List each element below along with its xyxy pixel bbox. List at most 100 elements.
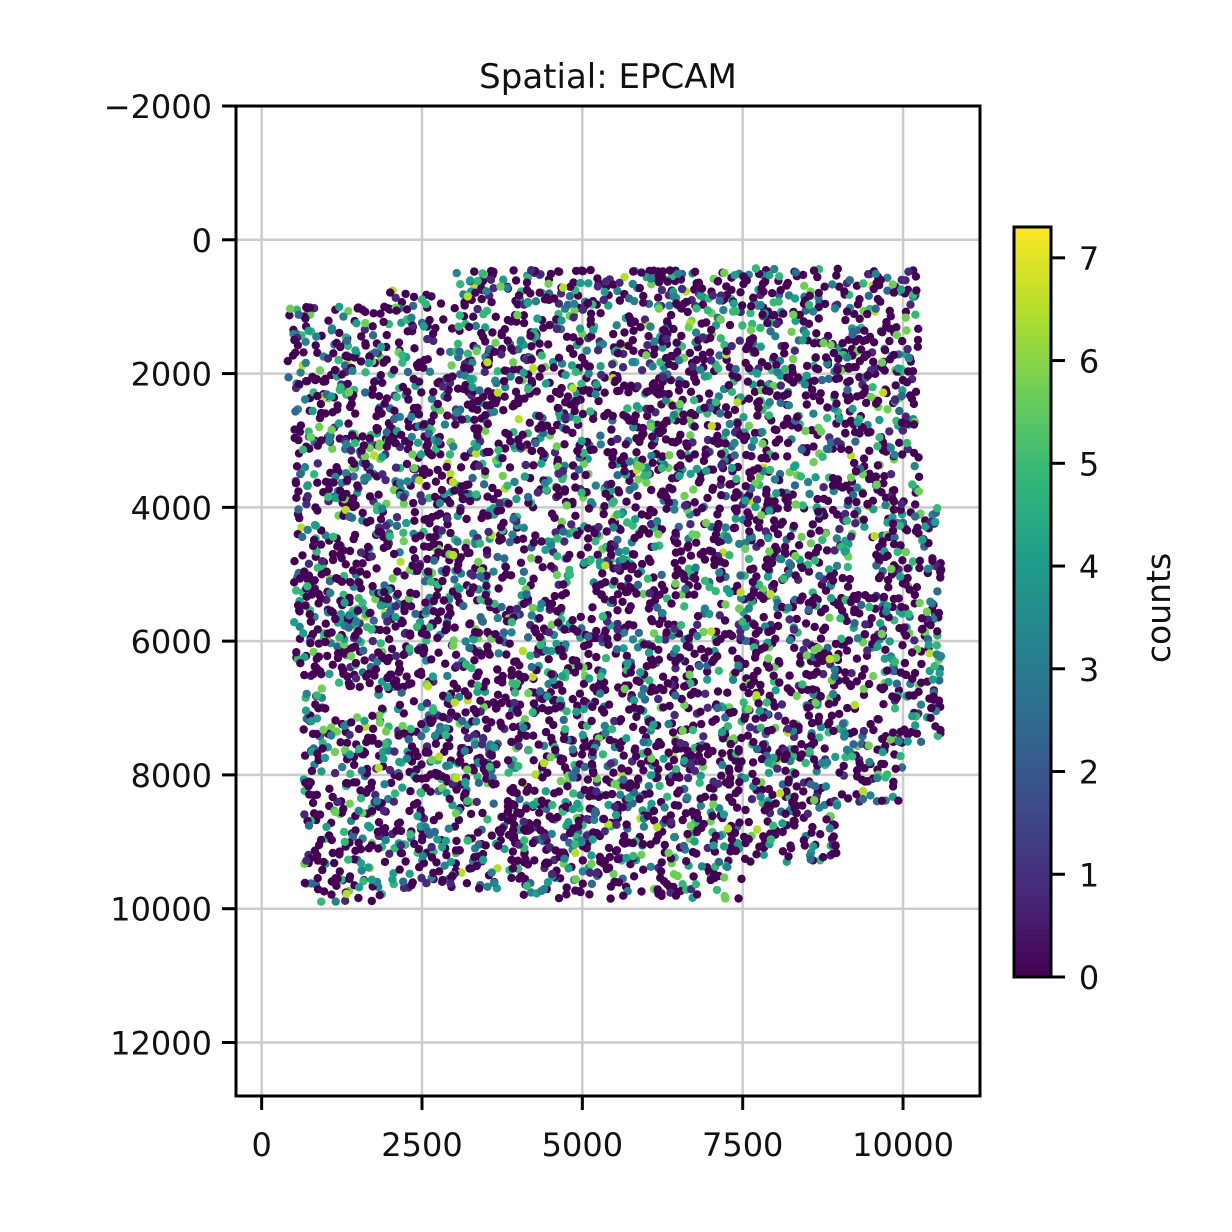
scatter-point xyxy=(644,782,653,791)
scatter-point xyxy=(413,811,422,821)
scatter-point xyxy=(393,567,402,576)
scatter-point xyxy=(613,590,623,599)
scatter-point xyxy=(649,629,659,638)
scatter-point xyxy=(336,383,345,392)
scatter-point xyxy=(416,450,426,459)
scatter-point xyxy=(772,489,781,498)
scatter-point xyxy=(563,554,572,563)
scatter-point xyxy=(823,720,833,729)
scatter-point xyxy=(734,604,744,613)
scatter-point xyxy=(443,514,452,523)
scatter-point xyxy=(473,304,482,314)
scatter-point xyxy=(671,691,680,700)
scatter-point xyxy=(620,466,629,476)
scatter-point xyxy=(730,523,740,532)
scatter-point xyxy=(604,301,613,310)
scatter-point xyxy=(559,580,568,589)
scatter-point xyxy=(677,284,687,294)
scatter-point xyxy=(296,469,305,479)
scatter-point xyxy=(329,349,338,358)
scatter-point xyxy=(758,427,767,437)
scatter-point xyxy=(775,789,785,798)
scatter-point xyxy=(551,846,560,855)
scatter-point xyxy=(391,293,400,302)
scatter-point xyxy=(765,691,774,700)
scatter-point xyxy=(460,452,469,461)
scatter-point xyxy=(383,594,393,604)
scatter-point xyxy=(368,724,378,733)
scatter-point xyxy=(839,761,848,771)
scatter-point xyxy=(312,332,321,341)
scatter-point xyxy=(546,394,555,403)
scatter-point xyxy=(843,794,853,803)
scatter-point xyxy=(616,582,626,591)
scatter-point xyxy=(427,655,436,664)
scatter-point xyxy=(342,439,351,449)
scatter-point xyxy=(736,571,745,580)
scatter-point xyxy=(649,379,659,388)
scatter-point xyxy=(535,339,544,348)
scatter-point xyxy=(316,399,326,409)
scatter-point xyxy=(582,814,591,824)
scatter-point xyxy=(855,314,864,323)
scatter-point xyxy=(319,377,328,386)
scatter-point xyxy=(672,644,681,654)
scatter-point xyxy=(466,619,475,628)
scatter-point xyxy=(307,766,317,776)
scatter-point xyxy=(672,338,681,347)
scatter-point xyxy=(751,264,761,273)
scatter-point xyxy=(716,334,725,343)
scatter-point xyxy=(500,392,509,401)
scatter-point xyxy=(917,659,926,669)
scatter-point xyxy=(914,487,924,496)
scatter-point xyxy=(355,682,364,692)
scatter-point xyxy=(846,473,856,482)
scatter-point xyxy=(747,795,757,804)
scatter-point xyxy=(407,679,416,688)
scatter-point xyxy=(804,567,814,576)
scatter-point xyxy=(908,712,917,721)
scatter-point xyxy=(678,815,687,825)
scatter-point xyxy=(881,500,890,510)
scatter-point xyxy=(721,713,730,722)
scatter-point xyxy=(858,489,868,498)
scatter-point xyxy=(401,857,410,866)
scatter-point xyxy=(830,304,840,313)
scatter-point xyxy=(585,792,594,801)
scatter-point xyxy=(575,887,584,896)
scatter-point xyxy=(299,348,308,357)
scatter-point xyxy=(483,358,492,367)
scatter-point xyxy=(584,632,593,641)
scatter-point xyxy=(800,380,810,389)
scatter-point xyxy=(749,436,759,445)
scatter-point xyxy=(338,762,347,772)
scatter-point xyxy=(639,865,648,874)
scatter-point xyxy=(589,828,598,837)
scatter-point xyxy=(610,716,619,726)
scatter-point xyxy=(562,332,572,341)
scatter-point xyxy=(897,418,907,427)
scatter-point xyxy=(759,612,768,622)
scatter-point xyxy=(509,358,518,367)
scatter-point xyxy=(848,404,857,413)
scatter-point xyxy=(446,528,455,538)
scatter-point xyxy=(751,777,761,786)
scatter-point xyxy=(598,612,607,621)
scatter-point xyxy=(529,538,538,547)
scatter-point xyxy=(674,356,684,365)
scatter-point xyxy=(494,446,503,455)
scatter-point xyxy=(628,357,637,367)
scatter-point xyxy=(415,377,424,386)
scatter-point xyxy=(295,513,304,523)
scatter-point xyxy=(696,794,705,803)
scatter-point xyxy=(595,689,605,698)
scatter-point xyxy=(791,769,800,778)
scatter-point xyxy=(585,890,594,899)
scatter-point xyxy=(675,773,684,782)
scatter-point xyxy=(410,508,420,517)
scatter-point xyxy=(482,571,491,580)
scatter-point xyxy=(630,296,639,306)
scatter-point xyxy=(608,411,617,421)
scatter-point xyxy=(577,436,586,446)
scatter-point xyxy=(798,680,807,689)
